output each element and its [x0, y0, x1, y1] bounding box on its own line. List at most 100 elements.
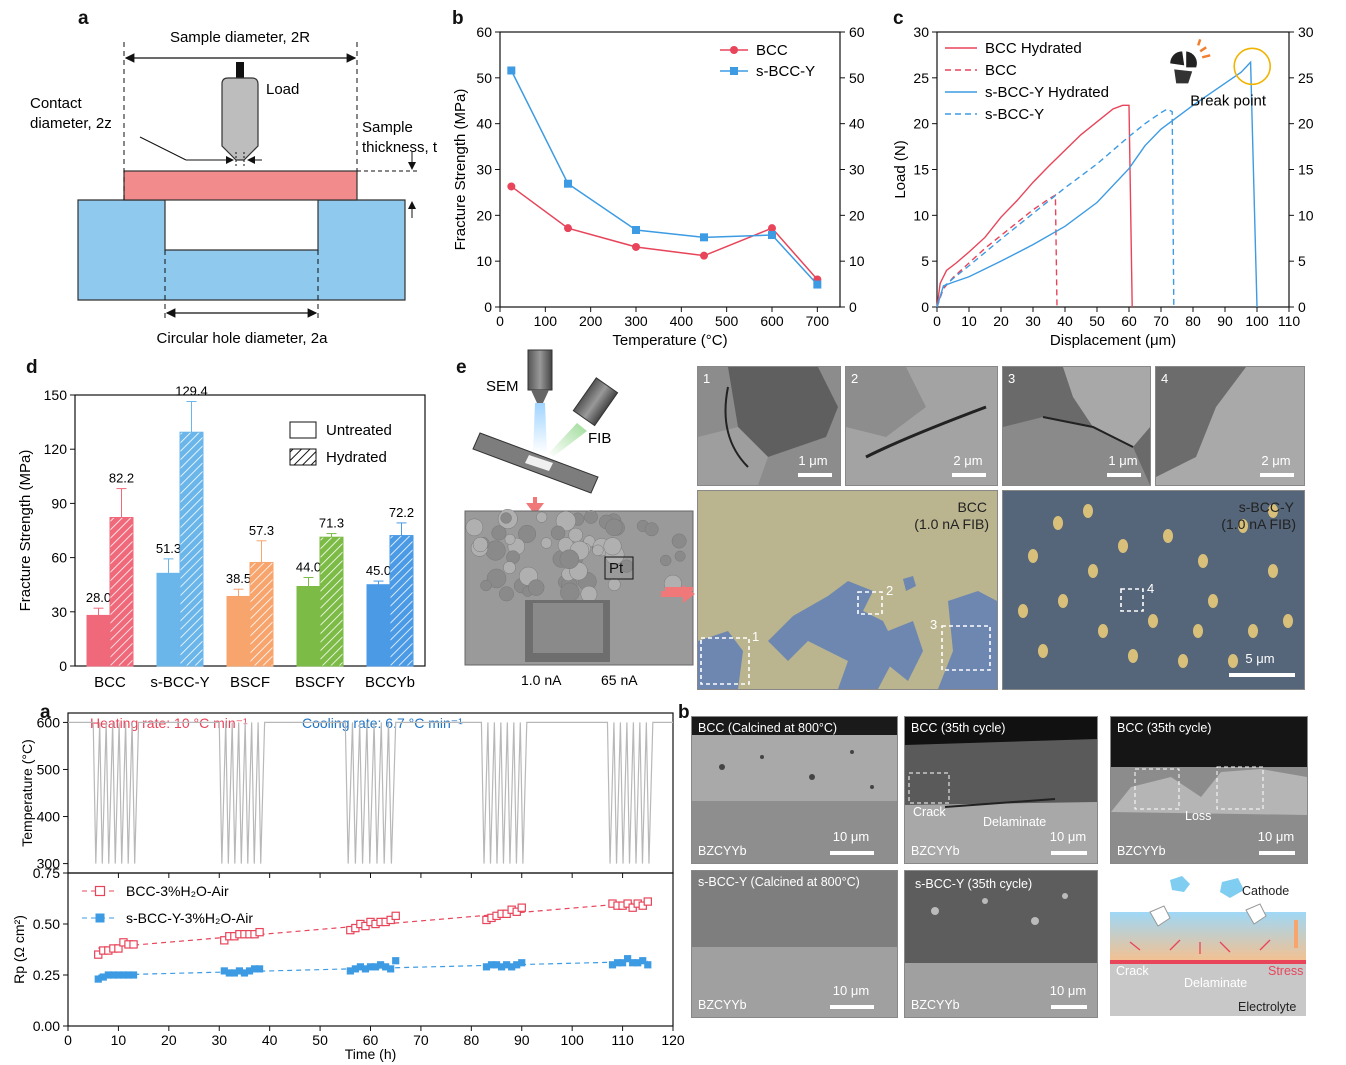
bcc-map-label-2: (1.0 nA FIB): [914, 516, 989, 532]
data-point: [643, 897, 652, 906]
y-tick-label-right: 30: [1298, 24, 1314, 40]
x-tick-label: 50: [312, 1032, 328, 1048]
y-tick-label-right: 20: [849, 207, 865, 223]
panel-letter-b: b: [452, 8, 464, 29]
scale-bar: [1051, 851, 1087, 855]
x-tick-label: 100: [560, 1032, 584, 1048]
series-line: [936, 108, 1175, 308]
fib-map-sbccy: s-BCC-Y (1.0 nA FIB) 4 5 μm: [1002, 490, 1305, 690]
chart-d-fracture-bars: 0 30 60 90 120 150 Fracture Strength (MPa) BCC 2…: [17, 384, 426, 691]
legend-label: BCC: [985, 62, 1017, 79]
scale-bar: [830, 851, 874, 855]
series-line: [936, 104, 1133, 308]
data-point: [124, 971, 133, 979]
data-point: [518, 959, 526, 967]
xsec-bcc-calcined: BCC (Calcined at 800°C) BZCYYb 10 μm: [691, 716, 898, 864]
bar-untreated: [156, 572, 181, 667]
x-tick-label: 80: [1185, 313, 1201, 329]
data-point: [634, 959, 642, 967]
grain-texture: [674, 550, 686, 562]
pt-label: Pt: [609, 560, 624, 577]
grain-particle: [1208, 594, 1218, 608]
fib-schematic: SEM FIB Pt 1.0 nA 65 nA: [464, 349, 694, 688]
x-tick-label: 80: [464, 1032, 480, 1048]
scale-bar-text: 2 μm: [953, 453, 983, 468]
indenter-tip: [221, 77, 259, 161]
y-tick-label: 0: [921, 299, 929, 315]
grain-particle: [1128, 649, 1138, 663]
grain-texture: [660, 554, 672, 567]
x-tick-label: 10: [111, 1032, 127, 1048]
load-label: Load: [266, 81, 299, 98]
y-tick-label: 0.50: [33, 916, 60, 932]
grain-texture: [580, 585, 598, 603]
scale-bar-text: 2 μm: [1261, 453, 1291, 468]
grain-particle: [1088, 564, 1098, 578]
series-line: [510, 185, 818, 280]
y-tick-label: 500: [37, 761, 61, 777]
value-label: 44.0: [296, 559, 321, 574]
y-axis-title: Fracture Strength (MPa): [17, 450, 34, 612]
y-tick-label: 400: [37, 809, 61, 825]
data-point: [114, 971, 123, 979]
xsec-sbccy-calcined: s-BCC-Y (Calcined at 800°C) BZCYYb 10 μm: [691, 870, 898, 1018]
x-tick-label: 400: [670, 313, 694, 329]
panel-letter-a: a: [78, 8, 89, 29]
grain-particle: [1268, 564, 1278, 578]
data-point: [230, 969, 238, 977]
box-label-3: 3: [930, 617, 938, 632]
grain-texture: [540, 537, 553, 549]
legend-label: BCC-3%H₂O-Air: [126, 883, 229, 899]
y-tick-label: 600: [37, 714, 61, 730]
arrow-to-bcc: [661, 585, 695, 603]
scale-bar-text: 10 μm: [1049, 983, 1087, 998]
x-tick-label: 40: [1057, 313, 1073, 329]
series-line: [936, 193, 1058, 308]
x-tick-label: 0: [496, 313, 504, 329]
data-point: [346, 967, 354, 975]
series-line: [510, 70, 818, 286]
sbccy-map-label-1: s-BCC-Y: [1238, 499, 1294, 515]
xsec-sbccy-35th: s-BCC-Y (35th cycle) BZCYYb 10 μm: [904, 870, 1098, 1018]
grain-particle: [1028, 549, 1038, 563]
x-tick-label: 700: [806, 313, 830, 329]
xsec-substrate: BZCYYb: [1117, 844, 1166, 858]
legend-marker: [730, 46, 738, 54]
value-label: 129.4: [175, 384, 208, 399]
x-axis-title: Displacement (μm): [1050, 332, 1176, 349]
grain-texture: [486, 568, 507, 589]
data-point: [356, 963, 365, 971]
legend-marker: [730, 67, 738, 75]
category-label: BCC: [94, 674, 126, 691]
grain-particle: [1058, 594, 1068, 608]
fib-map-bcc: BCC (1.0 nA FIB) 1 2 3: [697, 490, 998, 690]
x-tick-label: 0: [64, 1032, 72, 1048]
xsec-bcc-35th-b: BCC (35th cycle) Loss BZCYYb 10 μm: [1110, 716, 1308, 864]
panel-letter-b-lower: b: [678, 702, 690, 723]
y-tick-label: 90: [51, 495, 67, 511]
bar-hydrated: [319, 536, 344, 667]
schematic-panel-a: Sample diameter, 2R Load Contact diamete…: [30, 29, 438, 347]
data-point: [768, 231, 776, 240]
micrograph-3: 3 1 μm: [1002, 366, 1151, 486]
data-point: [700, 251, 708, 260]
legend-swatch-untreated: [289, 421, 317, 439]
sample-thickness-label-2: thickness, t: [362, 139, 438, 156]
schematic-crack-label: Crack: [1116, 964, 1149, 978]
category-label: BCCYb: [365, 674, 415, 691]
value-label: 71.3: [319, 516, 344, 531]
data-point: [250, 965, 259, 973]
grain-particle: [1248, 624, 1258, 638]
data-point: [382, 963, 390, 971]
value-label: 57.3: [249, 523, 274, 538]
x-tick-label: 70: [1153, 313, 1169, 329]
data-point: [700, 233, 708, 242]
grain-texture: [536, 511, 548, 523]
tile-number: 2: [851, 371, 859, 386]
grain-texture: [527, 579, 545, 596]
y-axis-title: Temperature (°C): [19, 739, 35, 847]
grain-particle: [1268, 504, 1278, 518]
x-tick-label: 70: [413, 1032, 429, 1048]
data-point: [114, 944, 123, 953]
